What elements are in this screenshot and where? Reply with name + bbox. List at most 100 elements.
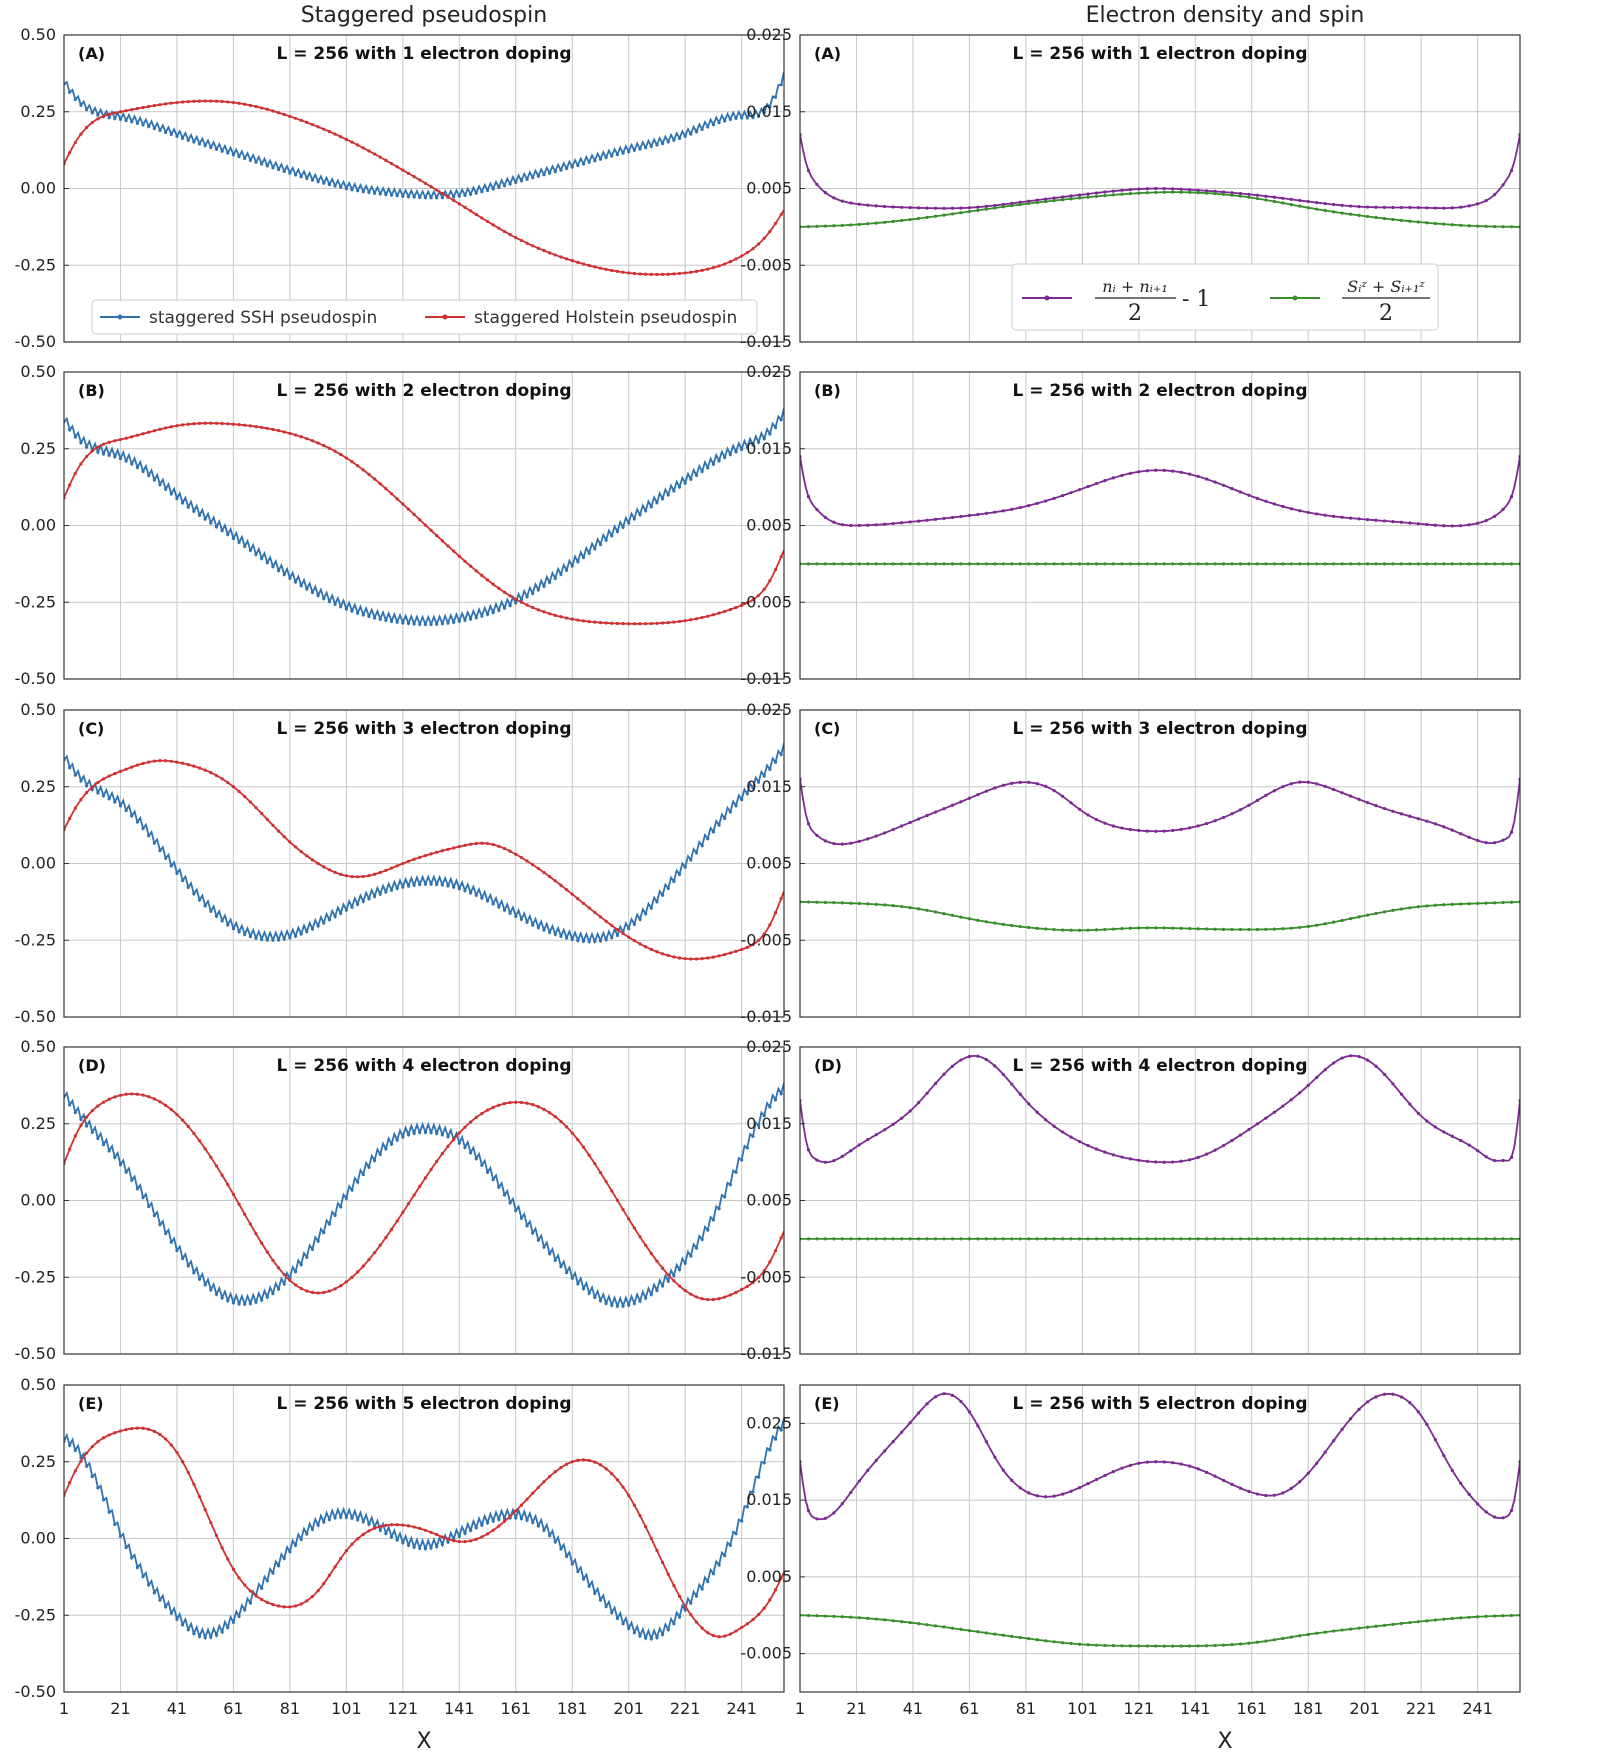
data-point [1492,562,1497,566]
data-point [891,219,895,224]
data-point [248,800,252,804]
data-point [610,936,614,940]
data-point [711,1297,716,1302]
data-point [832,1614,836,1618]
data-point [1060,1130,1065,1134]
plot-frame [799,1384,1521,1693]
data-point [768,105,772,109]
data-point [1230,487,1234,491]
data-point [152,103,156,108]
data-point [706,1579,710,1584]
data-point [1221,1143,1226,1148]
data-point [660,893,665,897]
data-point [423,195,428,200]
data-point [745,251,749,255]
data-point [756,1475,761,1479]
data-point [717,1207,721,1211]
data-point [1289,1635,1293,1639]
data-point [180,1623,185,1627]
data-point [1137,828,1141,833]
data-point [372,1251,377,1255]
data-point [1425,1619,1429,1623]
data-point [1509,168,1514,173]
data-point [874,902,878,906]
data-point [900,205,904,209]
data-point [389,866,394,870]
data-point [175,1450,179,1455]
data-point [124,1428,128,1432]
data-point [440,849,444,853]
data-point [378,617,382,621]
data-point [485,219,490,224]
data-point [1289,1237,1293,1241]
data-point [525,1518,529,1522]
legend-box [91,299,758,335]
data-point [491,1177,495,1182]
y-tick-label: 0.00 [20,854,56,873]
data-point [412,512,416,517]
data-point [925,1237,929,1241]
data-point [1357,562,1361,566]
data-point [638,1634,642,1638]
data-point [1298,1480,1302,1484]
data-point [118,804,123,808]
data-point [570,1562,574,1566]
data-point [395,165,399,169]
data-point [925,1402,929,1406]
data-point [508,1201,512,1205]
data-point [1425,1422,1429,1427]
data-point [209,99,213,103]
data-point [891,827,895,832]
data-point [627,1217,631,1221]
data-point [762,1114,766,1118]
data-point [1001,1633,1005,1637]
data-point [248,1589,252,1593]
panel-title: L = 256 with 3 electron doping [276,719,571,739]
data-point [288,171,292,175]
data-point [214,773,219,778]
data-point [1188,562,1192,566]
data-point [976,918,980,922]
data-point [1213,480,1217,484]
data-point [260,425,264,430]
data-point [367,1258,371,1262]
data-point [485,578,490,582]
data-point [79,132,83,136]
data-point [113,439,117,443]
data-point [339,1515,343,1519]
data-point [446,884,450,888]
data-point [1348,1054,1353,1058]
data-point [677,1284,682,1288]
data-point [305,120,309,125]
data-point [1154,829,1158,833]
data-point [1459,223,1463,227]
data-point [1247,493,1251,497]
data-point [107,1510,111,1514]
data-point [192,99,196,103]
data-point [231,785,236,789]
data-point [429,622,433,626]
data-point [1332,1629,1336,1633]
data-point [1467,1237,1471,1241]
data-point [497,905,501,909]
data-point [621,1208,625,1212]
data-point [950,515,955,520]
data-point [1128,1157,1132,1161]
data-point [197,1634,202,1638]
data-point [660,497,665,501]
data-point [446,1537,450,1541]
data-point [598,1299,603,1303]
data-point [1332,1237,1336,1241]
data-point [593,159,597,163]
data-point [1357,1237,1361,1241]
data-point [276,167,281,172]
data-point [1442,1130,1446,1134]
data-point [779,1236,783,1240]
data-point [508,1101,512,1105]
data-point [950,1626,955,1630]
data-point [1509,830,1514,834]
data-point [806,225,811,229]
data-point [984,1440,988,1444]
data-point [1323,513,1327,517]
data-point [536,1238,540,1242]
